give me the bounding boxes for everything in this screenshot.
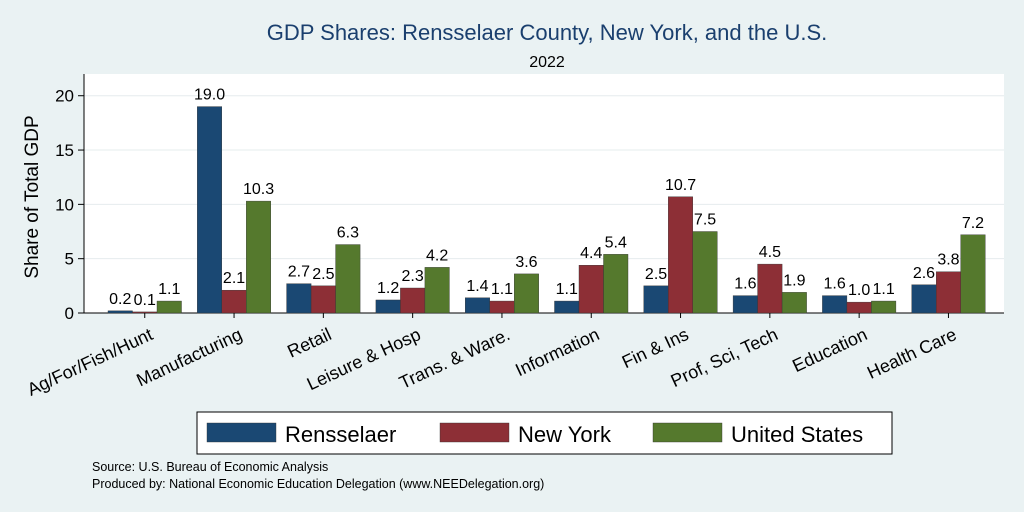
produced-by-note: Produced by: National Economic Education… xyxy=(92,477,544,491)
y-tick-label: 5 xyxy=(65,250,74,269)
bar-new-york-manufacturing xyxy=(221,289,247,314)
data-label-united-states-manufacturing: 10.3 xyxy=(243,181,274,198)
chart-subtitle: 2022 xyxy=(529,54,565,71)
legend-label-united-states: United States xyxy=(731,422,863,447)
data-label-united-states-retail: 6.3 xyxy=(337,225,359,242)
y-tick-label: 15 xyxy=(55,141,74,160)
x-category-label: Retail xyxy=(284,324,334,362)
data-label-new-york-information: 4.4 xyxy=(580,245,602,262)
data-label-united-states-information: 5.4 xyxy=(605,234,627,251)
bar-united-states-trans-ware xyxy=(514,273,539,314)
bar-united-states-retail xyxy=(335,244,361,314)
bar-rensselaer-retail xyxy=(286,283,312,314)
bar-rensselaer-trans-ware xyxy=(465,297,490,314)
data-label-new-york-trans-ware: 1.1 xyxy=(491,281,513,298)
bar-rensselaer-leisure-hosp xyxy=(375,299,401,314)
bar-united-states-manufacturing xyxy=(246,200,272,314)
bar-new-york-prof-sci-tech xyxy=(757,263,783,314)
x-category-label: Education xyxy=(789,324,870,376)
data-label-new-york-health-care: 3.8 xyxy=(937,252,959,269)
data-label-rensselaer-prof-sci-tech: 1.6 xyxy=(734,276,756,293)
data-label-rensselaer-leisure-hosp: 1.2 xyxy=(377,280,399,297)
y-tick-label: 0 xyxy=(65,304,74,323)
bar-rensselaer-prof-sci-tech xyxy=(732,295,758,314)
data-label-united-states-trans-ware: 3.6 xyxy=(515,254,537,271)
bar-new-york-education xyxy=(846,301,872,314)
bar-new-york-fin-ins xyxy=(668,196,693,314)
legend-swatch-rensselaer xyxy=(206,422,277,443)
bar-rensselaer-fin-ins xyxy=(643,285,669,314)
bar-united-states-leisure-hosp xyxy=(424,267,450,314)
bar-united-states-fin-ins xyxy=(692,231,718,314)
bar-rensselaer-health-care xyxy=(911,284,937,314)
legend: Rensselaer New York United States xyxy=(196,411,893,455)
data-label-rensselaer-ag-for-fish-hunt: 0.2 xyxy=(109,291,131,308)
chart-title: GDP Shares: Rensselaer County, New York,… xyxy=(267,20,827,45)
data-label-rensselaer-fin-ins: 2.5 xyxy=(645,266,667,283)
data-label-rensselaer-manufacturing: 19.0 xyxy=(194,87,225,104)
bar-new-york-health-care xyxy=(936,271,961,314)
bar-rensselaer-education xyxy=(822,295,848,314)
data-label-rensselaer-health-care: 2.6 xyxy=(913,265,935,282)
data-label-new-york-retail: 2.5 xyxy=(312,266,334,283)
data-label-new-york-fin-ins: 10.7 xyxy=(665,177,696,194)
bar-rensselaer-information xyxy=(554,300,580,314)
legend-swatch-united-states xyxy=(652,422,723,443)
data-label-new-york-education: 1.0 xyxy=(848,282,870,299)
legend-label-new-york: New York xyxy=(518,422,612,447)
x-category-label: Fin & Ins xyxy=(619,324,692,372)
bar-united-states-education xyxy=(871,300,897,314)
bar-new-york-ag-for-fish-hunt xyxy=(132,311,158,314)
bar-new-york-information xyxy=(578,265,604,314)
plot-background xyxy=(84,74,1004,313)
source-note: Source: U.S. Bureau of Economic Analysis xyxy=(92,460,328,474)
data-label-new-york-ag-for-fish-hunt: 0.1 xyxy=(134,292,156,309)
data-label-rensselaer-information: 1.1 xyxy=(556,281,578,298)
data-label-united-states-education: 1.1 xyxy=(873,281,895,298)
data-label-united-states-leisure-hosp: 4.2 xyxy=(426,247,448,264)
data-label-united-states-health-care: 7.2 xyxy=(962,215,984,232)
data-label-rensselaer-retail: 2.7 xyxy=(288,264,310,281)
data-label-united-states-fin-ins: 7.5 xyxy=(694,212,716,229)
data-label-new-york-manufacturing: 2.1 xyxy=(223,270,245,287)
bar-united-states-ag-for-fish-hunt xyxy=(156,300,182,314)
data-label-new-york-prof-sci-tech: 4.5 xyxy=(759,244,781,261)
bar-united-states-prof-sci-tech xyxy=(781,292,807,314)
y-tick-label: 10 xyxy=(55,195,74,214)
bar-new-york-retail xyxy=(310,285,336,314)
data-label-united-states-prof-sci-tech: 1.9 xyxy=(783,272,805,289)
y-tick-label: 20 xyxy=(55,87,74,106)
bar-rensselaer-ag-for-fish-hunt xyxy=(107,310,133,314)
legend-label-rensselaer: Rensselaer xyxy=(285,422,396,447)
x-category-label: Ag/For/Fish/Hunt xyxy=(24,324,156,400)
bar-united-states-health-care xyxy=(960,234,986,314)
data-label-rensselaer-trans-ware: 1.4 xyxy=(466,278,488,295)
bar-new-york-leisure-hosp xyxy=(400,287,426,314)
bar-new-york-trans-ware xyxy=(489,300,515,314)
y-axis-label: Share of Total GDP xyxy=(22,115,43,278)
data-label-new-york-leisure-hosp: 2.3 xyxy=(402,268,424,285)
bar-rensselaer-manufacturing xyxy=(197,106,223,314)
data-label-rensselaer-education: 1.6 xyxy=(824,276,846,293)
x-category-label: Health Care xyxy=(864,324,960,383)
x-category-label: Information xyxy=(512,324,602,380)
data-label-united-states-ag-for-fish-hunt: 1.1 xyxy=(158,281,180,298)
legend-swatch-new-york xyxy=(439,422,510,443)
bar-united-states-information xyxy=(603,254,629,314)
legend-box xyxy=(196,411,893,455)
